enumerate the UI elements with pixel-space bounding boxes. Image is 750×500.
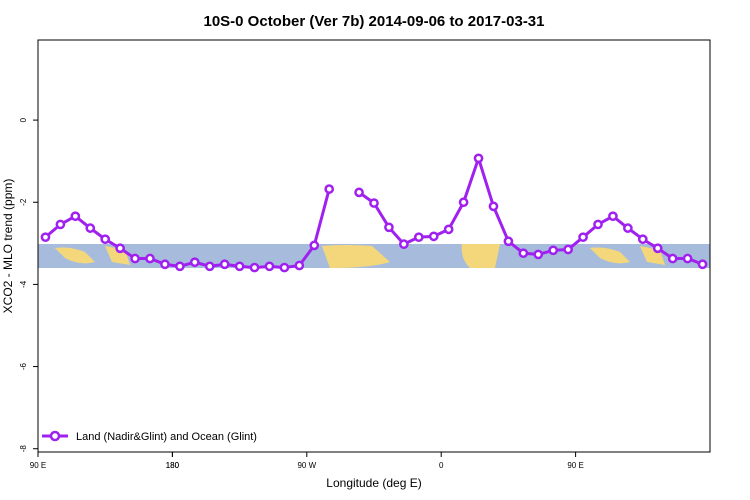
- point: [533, 249, 544, 260]
- x-axis-label: Longitude (deg E): [326, 476, 421, 490]
- point: [697, 259, 708, 270]
- y-tick-label: -4: [19, 280, 28, 288]
- point: [100, 234, 111, 245]
- point: [115, 243, 125, 254]
- point: [145, 253, 155, 264]
- point: [369, 198, 379, 208]
- point: [413, 232, 424, 243]
- point: [189, 257, 200, 268]
- chart-title: 10S-0 October (Ver 7b) 2014-09-06 to 201…: [203, 13, 544, 30]
- point: [130, 253, 140, 264]
- x-tick-label: 90 W: [297, 461, 316, 470]
- point: [249, 262, 260, 273]
- point: [518, 248, 529, 259]
- point: [667, 253, 678, 264]
- point: [399, 239, 409, 250]
- point: [219, 259, 230, 270]
- point: [40, 232, 51, 243]
- point: [204, 261, 215, 272]
- point: [55, 219, 66, 230]
- point: [279, 262, 290, 273]
- point: [294, 260, 305, 271]
- legend: Land (Nadir&Glint) and Ocean (Glint): [42, 430, 257, 443]
- point: [608, 211, 618, 222]
- point: [428, 231, 439, 242]
- point: [503, 236, 514, 247]
- x-tick-label: 180: [166, 461, 180, 470]
- x-tick-label: 90 E: [567, 461, 583, 470]
- y-tick-label: -8: [19, 445, 28, 453]
- y-axis-label: XCO2 - MLO trend (ppm): [1, 179, 15, 314]
- point: [85, 223, 96, 233]
- point: [264, 261, 275, 272]
- point: [682, 253, 693, 264]
- y-tick-label: -6: [19, 362, 28, 370]
- legend-label: Land (Nadir&Glint) and Ocean (Glint): [76, 431, 257, 443]
- point: [563, 244, 573, 255]
- legend-marker: [49, 430, 61, 442]
- point: [443, 224, 454, 235]
- plot-frame: [37, 39, 711, 453]
- point: [473, 153, 484, 164]
- point: [234, 261, 245, 272]
- point: [384, 222, 394, 233]
- y-tick-label: -2: [19, 198, 28, 206]
- x-tick-label: 180: [166, 461, 180, 470]
- point: [578, 232, 588, 243]
- y-tick-label: 0: [19, 117, 28, 122]
- point: [70, 211, 81, 222]
- point: [623, 223, 633, 233]
- point: [324, 184, 335, 194]
- point: [593, 219, 603, 230]
- point: [488, 201, 499, 212]
- x-tick-label: 0: [439, 461, 444, 470]
- point: [309, 240, 320, 251]
- point: [160, 259, 170, 270]
- point: [548, 245, 559, 256]
- point: [458, 197, 469, 208]
- point: [637, 234, 648, 245]
- x-tick-label: 90 E: [30, 461, 46, 470]
- point: [652, 243, 663, 254]
- point: [175, 261, 185, 272]
- point: [354, 187, 364, 198]
